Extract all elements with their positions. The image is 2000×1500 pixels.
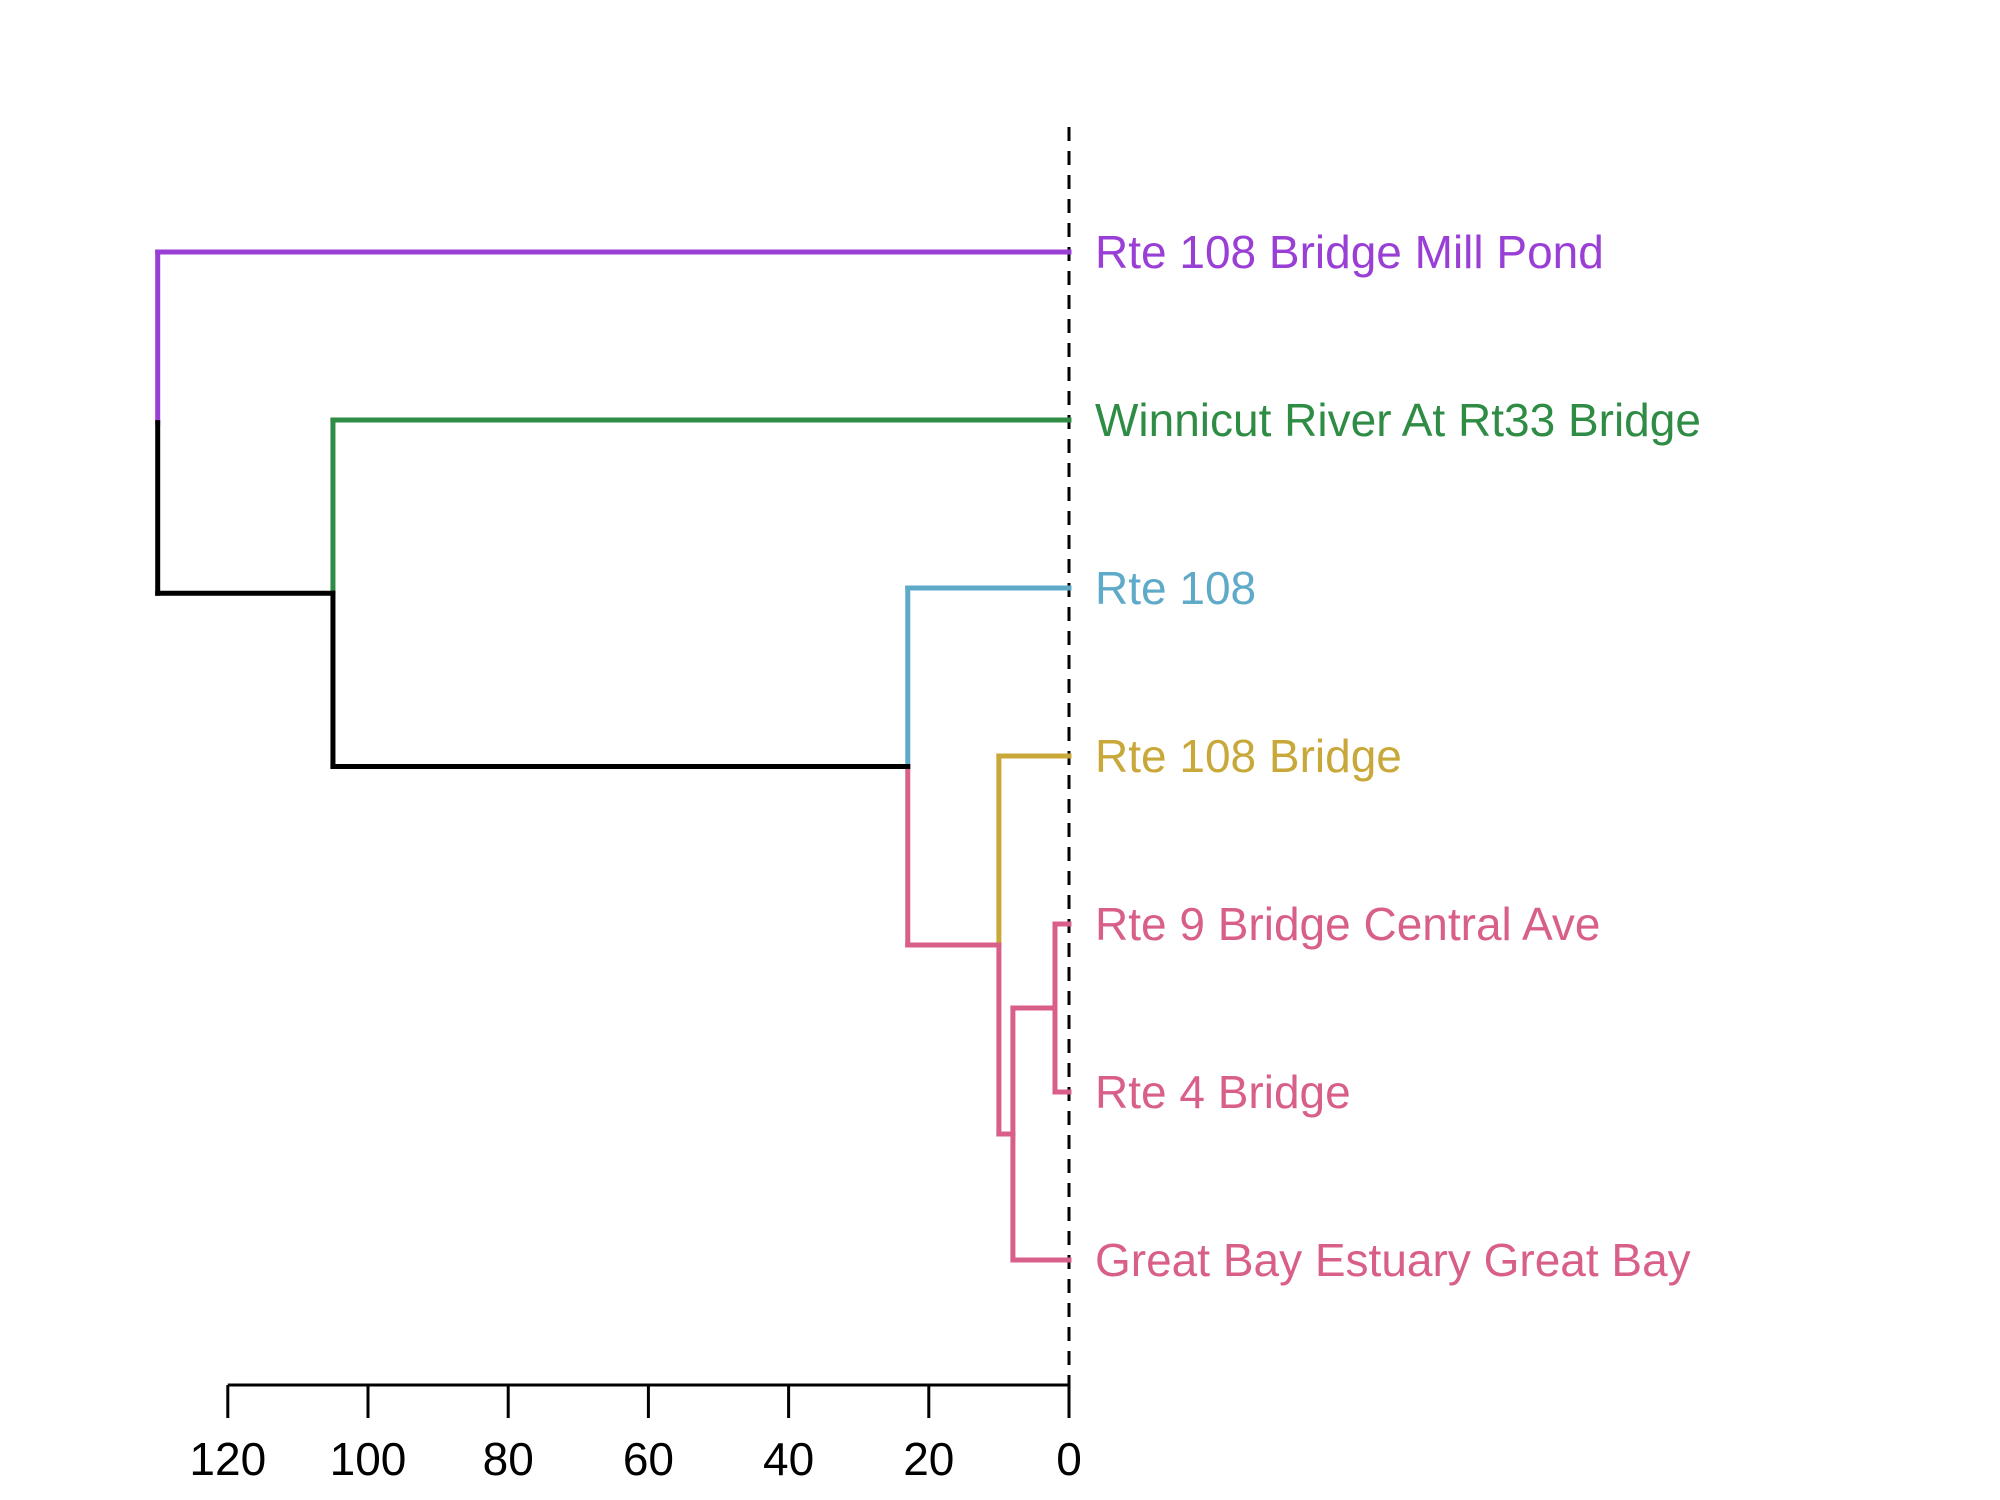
x-tick-label: 40 (763, 1433, 814, 1485)
x-tick-label: 100 (330, 1433, 407, 1485)
leaf-label: Rte 4 Bridge (1095, 1066, 1351, 1118)
x-tick-label: 120 (189, 1433, 266, 1485)
x-tick-label: 0 (1056, 1433, 1082, 1485)
leaf-label: Rte 108 Bridge (1095, 730, 1402, 782)
x-tick-label: 20 (903, 1433, 954, 1485)
x-tick-label: 60 (623, 1433, 674, 1485)
x-tick-label: 80 (483, 1433, 534, 1485)
leaf-label: Rte 108 Bridge Mill Pond (1095, 226, 1604, 278)
leaf-label: Rte 108 (1095, 562, 1256, 614)
leaf-label: Rte 9 Bridge Central Ave (1095, 898, 1600, 950)
leaf-label: Winnicut River At Rt33 Bridge (1095, 394, 1701, 446)
leaf-label: Great Bay Estuary Great Bay (1095, 1234, 1691, 1286)
